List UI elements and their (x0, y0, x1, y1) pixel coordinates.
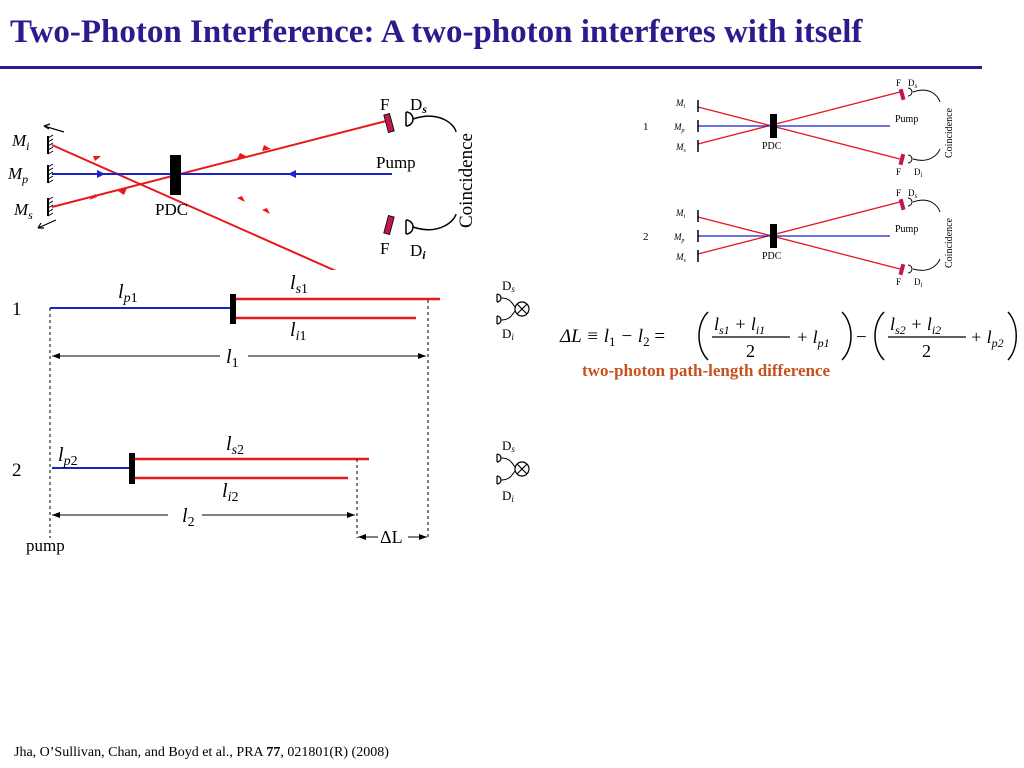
equation-caption: two-photon path-length difference (582, 361, 831, 380)
svg-text:Ds: Ds (908, 188, 918, 200)
citation: Jha, O’Sullivan, Chan, and Boyd et al., … (14, 745, 389, 760)
mirror-p-icon (47, 163, 54, 184)
mirror-i-label: Mi (11, 131, 30, 153)
slide-title: Two-Photon Interference: A two-photon in… (10, 14, 863, 50)
svg-text:Di: Di (502, 488, 514, 504)
svg-text:Mp: Mp (673, 232, 685, 244)
mirror-s-label: Ms (13, 200, 33, 222)
pdc-label: PDC (155, 200, 188, 219)
mirror-p-label: Mp (7, 164, 28, 186)
svg-text:Ms: Ms (675, 142, 687, 154)
svg-text:Di: Di (914, 167, 923, 179)
small-diagram-1: 1 Mi Mp Ms PDC F Ds Pump F Di Coincidenc… (643, 78, 955, 179)
svg-text:Mp: Mp (673, 122, 685, 134)
svg-text:+ lp2: + lp2 (970, 327, 1004, 350)
setup-diagram: Mi Mp Ms PDC F Ds Pump F Di Coincidence (7, 95, 477, 270)
path-difference-equation: ΔL ≡ l1 − l2 = ls1 + li1 2 + lp1 − ls2 +… (559, 311, 1017, 361)
svg-text:Pump: Pump (895, 224, 918, 235)
svg-text:Ms: Ms (675, 252, 687, 264)
li2-label: li2 (222, 480, 238, 505)
pump-label: pump (26, 536, 65, 555)
coincidence-label: Coincidence (456, 133, 477, 228)
l1-label: l1 (226, 346, 239, 371)
svg-text:F: F (896, 78, 901, 88)
svg-text:+ lp1: + lp1 (796, 327, 830, 350)
svg-text:F: F (896, 167, 901, 177)
filter-bottom-label: F (380, 239, 389, 258)
svg-text:ls1 + li1: ls1 + li1 (714, 314, 765, 337)
svg-text:−: − (856, 327, 867, 348)
idler-beam (51, 144, 337, 270)
lp1-label: lp1 (118, 281, 138, 306)
detector-s-label: Ds (410, 95, 427, 116)
mirror-i-icon (43, 123, 65, 155)
lp2-label: lp2 (58, 444, 78, 469)
l2-label: l2 (182, 505, 195, 530)
detector-pair-icon-1 (496, 293, 530, 325)
small-diagram-1-number: 1 (643, 121, 649, 133)
svg-text:Ds: Ds (502, 438, 515, 454)
svg-text:Ds: Ds (502, 278, 515, 294)
ls1-label: ls1 (290, 272, 308, 297)
svg-text:Coincidence: Coincidence (944, 107, 955, 158)
svg-text:F: F (896, 188, 901, 198)
ls2-label: ls2 (226, 433, 244, 458)
row-1-label: 1 (12, 299, 22, 320)
signal-beam (51, 119, 391, 208)
detector-s-icon (405, 111, 414, 127)
detector-i-icon (405, 219, 414, 235)
svg-text:PDC: PDC (762, 251, 782, 262)
li1-label: li1 (290, 319, 306, 344)
svg-text:2: 2 (746, 341, 755, 361)
svg-text:Ds: Ds (908, 78, 918, 90)
detector-pair-icon-2 (496, 453, 530, 485)
svg-text:PDC: PDC (762, 141, 782, 152)
svg-text:Di: Di (914, 277, 923, 289)
svg-text:Mi: Mi (675, 98, 686, 110)
svg-text:2: 2 (922, 341, 931, 361)
svg-text:Mi: Mi (675, 208, 686, 220)
detector-i-label: Di (410, 241, 426, 262)
delta-l-label: ΔL (380, 527, 403, 547)
svg-text:Coincidence: Coincidence (944, 217, 955, 268)
filter-top (383, 113, 395, 133)
svg-text:Di: Di (502, 326, 514, 342)
filter-top-label: F (380, 95, 389, 114)
filter-bottom (383, 215, 395, 235)
pump-label: Pump (376, 153, 416, 172)
path-length-diagram: 1 2 lp1 ls1 li1 l1 lp2 ls2 li2 l2 ΔL pum… (12, 272, 530, 555)
pdc-crystal (170, 155, 181, 195)
svg-text:ls2 + li2: ls2 + li2 (890, 314, 941, 337)
svg-text:ΔL ≡ l1 − l2 =: ΔL ≡ l1 − l2 = (559, 326, 665, 349)
title-divider (0, 66, 982, 69)
row-2-label: 2 (12, 460, 22, 481)
small-diagram-2-number: 2 (643, 231, 649, 243)
svg-text:Pump: Pump (895, 114, 918, 125)
mirror-s-icon (37, 196, 57, 229)
small-diagram-2: 2 Mi Mp Ms PDC F Ds Pump F Di Coincidenc… (643, 188, 955, 289)
svg-text:F: F (896, 277, 901, 287)
